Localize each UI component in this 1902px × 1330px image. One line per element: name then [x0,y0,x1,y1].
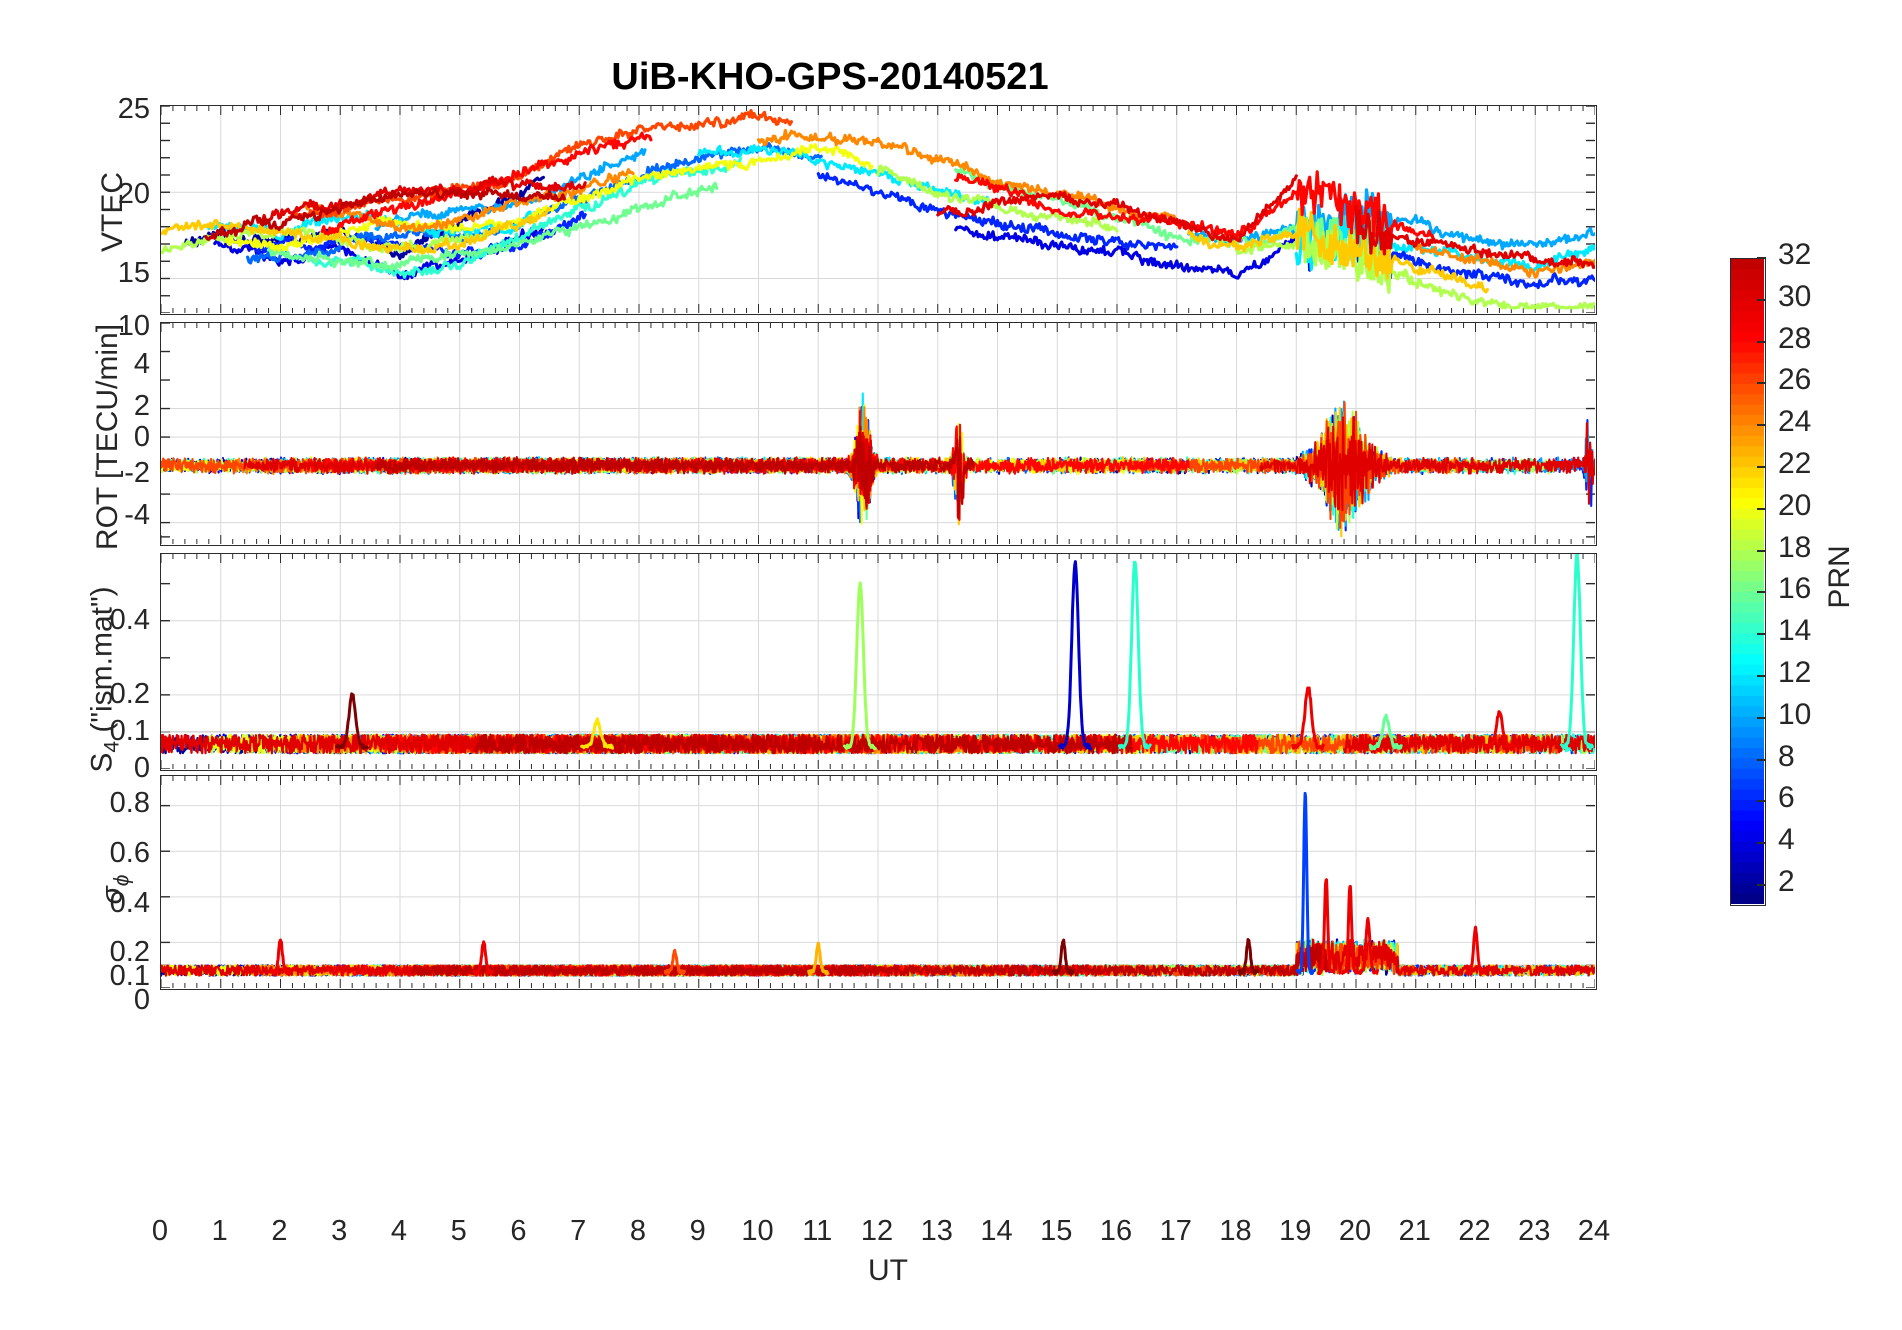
ytick-sp-02: 0.2 [109,936,150,968]
ytick-s4-02: 0.2 [109,678,150,710]
ytick-s4-01: 0.1 [109,715,150,747]
colorbar-tick-32: 32 [1778,238,1812,271]
colorbar-tickmark [1757,466,1766,469]
xtick-22: 22 [1458,1215,1491,1247]
colorbar-tick-4: 4 [1778,823,1795,857]
colorbar-gradient [1731,259,1764,905]
ytick-s4-04: 0.4 [109,604,150,636]
colorbar-tick-6: 6 [1778,781,1795,815]
xtick-10: 10 [741,1215,774,1247]
xtick-0: 0 [151,1215,169,1247]
colorbar-tickmark [1757,800,1766,803]
colorbar-tick-22: 22 [1778,447,1812,481]
ytick-sp-06: 0.6 [109,837,150,869]
ytick-vtec-20: 20 [117,178,150,210]
ytick-rot-0: 0 [133,421,150,453]
phi-subscript: ϕ [110,874,134,887]
panel-rot [160,322,1597,546]
xtick-11: 11 [802,1215,833,1247]
xtick-21: 21 [1398,1215,1431,1247]
xtick-2: 2 [271,1215,288,1247]
xtick-5: 5 [450,1215,467,1247]
xtick-9: 9 [689,1215,706,1247]
xtick-13: 13 [920,1215,953,1247]
ytick-sp-04: 0.4 [109,887,150,919]
xtick-18: 18 [1219,1215,1252,1247]
xtick-4: 4 [390,1215,408,1247]
ytick-rot-m2: -2 [124,457,150,489]
colorbar-tickmark [1757,675,1766,678]
colorbar-tick-14: 14 [1778,614,1812,648]
xtick-8: 8 [629,1215,647,1247]
ytick-vtec-15: 15 [117,257,150,289]
colorbar-tickmark [1757,507,1766,510]
colorbar-tick-2: 2 [1778,865,1795,899]
xtick-6: 6 [510,1215,527,1247]
colorbar-tickmark [1757,298,1766,301]
ytick-rot-4: 4 [133,348,150,380]
xtick-20: 20 [1338,1215,1372,1247]
colorbar-label-prn: PRN [1823,545,1856,609]
colorbar-tickmark [1757,758,1766,761]
colorbar-tickmark [1757,424,1766,427]
colorbar-tickmark [1757,884,1766,887]
ytick-sp-01: 0.1 [109,960,150,992]
xtick-19: 19 [1279,1215,1312,1247]
page-title: UiB-KHO-GPS-20140521 [611,56,1049,98]
colorbar-tick-10: 10 [1778,697,1812,731]
colorbar-tick-16: 16 [1778,572,1812,606]
vtec-plot-canvas [161,106,1595,313]
ytick-rot-m4: -4 [124,499,150,531]
xtick-16: 16 [1099,1215,1133,1247]
colorbar-tick-28: 28 [1778,321,1812,355]
colorbar-tick-24: 24 [1778,405,1812,439]
colorbar-tick-20: 20 [1778,488,1812,522]
colorbar-tick-8: 8 [1778,739,1795,773]
panel-vtec [160,105,1597,315]
ytick-vtec-25: 25 [117,93,150,125]
ytick-s4-0: 0 [133,752,150,784]
colorbar-tickmark [1757,340,1766,343]
ytick-sp-0: 0 [133,984,150,1016]
colorbar-tickmark [1757,842,1766,845]
s4-plot-canvas [161,554,1595,769]
colorbar-tick-18: 18 [1778,530,1812,564]
xtick-12: 12 [860,1215,894,1247]
ytick-rot-10: 10 [117,310,150,342]
colorbar-tick-30: 30 [1778,279,1812,313]
sigma-phi-plot-canvas [161,776,1595,988]
colorbar-tick-12: 12 [1778,656,1812,690]
colorbar-tickmark [1757,257,1766,259]
colorbar-tickmark [1757,382,1766,385]
colorbar-tickmark [1757,633,1766,636]
xtick-1: 1 [211,1215,228,1247]
xtick-15: 15 [1040,1215,1073,1247]
colorbar-tickmark [1757,549,1766,552]
axis-label-ut: UT [868,1254,908,1287]
xtick-3: 3 [331,1215,348,1247]
panel-sigma-phi [160,775,1597,990]
colorbar-tickmark [1757,591,1766,594]
panel-s4 [160,553,1597,771]
colorbar[interactable] [1730,258,1766,906]
xtick-7: 7 [570,1215,587,1247]
colorbar-tick-26: 26 [1778,363,1812,397]
xtick-24: 24 [1577,1215,1611,1247]
xtick-17: 17 [1159,1215,1192,1247]
rot-plot-canvas [161,323,1595,544]
ytick-sp-08: 0.8 [109,787,150,819]
xtick-14: 14 [980,1215,1013,1247]
xtick-23: 23 [1518,1215,1551,1247]
ytick-rot-2: 2 [133,390,150,422]
colorbar-tickmark [1757,716,1766,719]
